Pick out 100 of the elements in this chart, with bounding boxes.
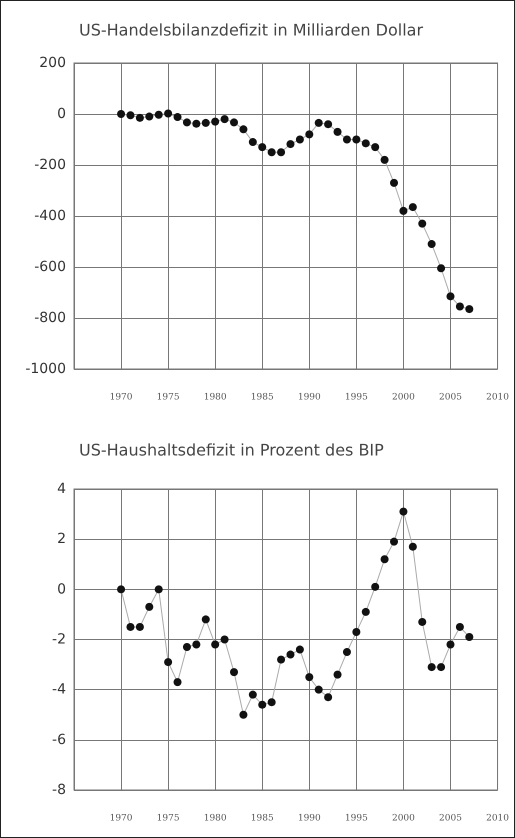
point bbox=[239, 710, 248, 719]
point bbox=[446, 292, 454, 300]
point bbox=[390, 178, 398, 187]
point bbox=[154, 585, 163, 594]
point bbox=[126, 622, 134, 631]
point bbox=[352, 628, 360, 636]
x-tick-label: 1995 bbox=[344, 814, 368, 824]
point bbox=[465, 632, 474, 641]
point bbox=[220, 115, 229, 124]
point bbox=[286, 650, 294, 659]
y-tick-label: 4 bbox=[57, 481, 66, 497]
point bbox=[202, 118, 210, 127]
point bbox=[324, 120, 332, 128]
point bbox=[277, 656, 286, 664]
point bbox=[164, 658, 172, 666]
y-tick-label: -800 bbox=[34, 310, 66, 326]
point bbox=[362, 608, 370, 616]
y-tick-label: -200 bbox=[34, 157, 66, 173]
point bbox=[362, 139, 370, 148]
x-tick-label: 1970 bbox=[110, 392, 133, 402]
point bbox=[456, 622, 464, 631]
x-tick-label: 1970 bbox=[110, 814, 133, 824]
x-tick-label: 2010 bbox=[486, 392, 510, 402]
point bbox=[342, 136, 351, 144]
point bbox=[305, 673, 314, 682]
y-tick-label: -4 bbox=[52, 682, 66, 698]
point bbox=[277, 148, 286, 156]
x-tick-label: 2005 bbox=[439, 814, 462, 824]
y-tick-label: -2 bbox=[52, 632, 66, 648]
point bbox=[211, 118, 220, 126]
y-tick-label: 2 bbox=[57, 531, 66, 548]
point bbox=[334, 128, 342, 136]
point bbox=[296, 646, 304, 654]
point bbox=[164, 109, 172, 118]
x-tick-label: 1990 bbox=[298, 814, 322, 824]
point bbox=[428, 240, 436, 248]
x-tick-label: 1980 bbox=[204, 392, 227, 402]
point bbox=[117, 585, 126, 594]
point bbox=[174, 678, 182, 686]
point bbox=[437, 663, 446, 672]
point bbox=[182, 643, 191, 652]
y-tick-label: 200 bbox=[39, 55, 66, 71]
point bbox=[334, 670, 342, 679]
point bbox=[126, 111, 134, 120]
point bbox=[154, 110, 163, 119]
point bbox=[324, 693, 332, 702]
point bbox=[418, 220, 426, 228]
point bbox=[192, 120, 200, 128]
y-tick-label: -8 bbox=[52, 782, 66, 798]
point bbox=[230, 668, 238, 676]
y-tick-label: -6 bbox=[52, 732, 66, 748]
point bbox=[371, 582, 380, 591]
y-tick-label: 0 bbox=[57, 106, 66, 122]
point bbox=[418, 618, 426, 626]
point bbox=[248, 138, 257, 146]
point bbox=[456, 302, 464, 311]
point bbox=[136, 622, 144, 631]
point bbox=[428, 663, 436, 672]
point bbox=[352, 136, 360, 144]
point bbox=[117, 110, 126, 118]
y-tick-label: 0 bbox=[57, 581, 66, 598]
x-tick-label: 1990 bbox=[298, 392, 322, 402]
point bbox=[239, 125, 248, 134]
point bbox=[314, 686, 323, 694]
point bbox=[202, 615, 210, 624]
x-tick-label: 1975 bbox=[156, 814, 180, 824]
y-tick-label: -1000 bbox=[25, 361, 66, 377]
point bbox=[145, 112, 154, 121]
point bbox=[296, 136, 304, 144]
point bbox=[145, 602, 154, 611]
x-tick-label: 2005 bbox=[439, 392, 462, 402]
point bbox=[230, 118, 238, 126]
x-tick-label: 2000 bbox=[392, 814, 416, 824]
chart-title: US-Haushaltsdefizit in Prozent des BIP bbox=[79, 440, 384, 460]
point bbox=[371, 143, 380, 152]
x-tick-label: 1980 bbox=[204, 814, 227, 824]
x-tick-label: 2000 bbox=[392, 392, 416, 402]
point bbox=[305, 130, 314, 138]
point bbox=[286, 140, 294, 148]
x-tick-label: 1985 bbox=[250, 392, 274, 402]
x-tick-label: 1985 bbox=[250, 814, 274, 824]
point bbox=[437, 264, 446, 272]
point bbox=[174, 113, 182, 122]
point bbox=[399, 508, 408, 516]
point bbox=[192, 640, 200, 649]
point bbox=[220, 636, 229, 644]
point bbox=[268, 698, 276, 706]
x-tick-label: 1975 bbox=[156, 392, 180, 402]
point bbox=[465, 305, 474, 314]
chart-title: US-Handelsbilanzdefizit in Milliarden Dollar bbox=[79, 20, 424, 40]
point bbox=[268, 148, 276, 156]
point bbox=[258, 143, 266, 152]
point bbox=[182, 118, 191, 126]
point bbox=[314, 118, 323, 127]
point bbox=[258, 700, 266, 709]
y-tick-label: -600 bbox=[34, 259, 66, 275]
point bbox=[342, 648, 351, 656]
point bbox=[399, 206, 408, 215]
point bbox=[446, 640, 454, 649]
x-tick-label: 1995 bbox=[344, 392, 368, 402]
